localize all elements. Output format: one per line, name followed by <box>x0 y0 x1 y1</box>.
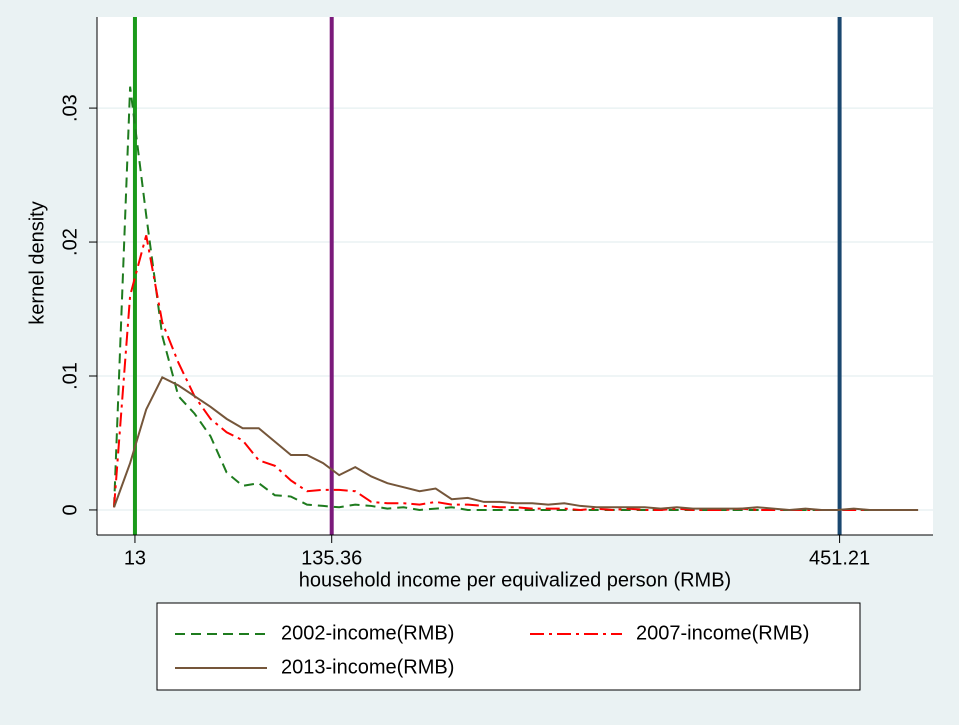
y-axis-title: kernel density <box>26 201 48 324</box>
y-tick-label: 0 <box>59 504 81 515</box>
legend <box>156 602 861 691</box>
y-tick-label: .01 <box>59 362 81 390</box>
x-axis-title: household income per equivalized person … <box>299 569 731 591</box>
x-tick-label: 13 <box>124 547 146 569</box>
x-tick-label: 451.21 <box>809 547 870 569</box>
x-tick-label: 135.36 <box>301 547 362 569</box>
series-line <box>113 375 919 511</box>
legend-label: 2013-income(RMB) <box>281 656 454 678</box>
y-tick-label: .03 <box>59 94 81 122</box>
series-line <box>113 235 919 511</box>
plot-area <box>97 17 933 535</box>
y-tick-label: .02 <box>59 228 81 256</box>
legend-label: 2007-income(RMB) <box>636 622 809 644</box>
legend-label: 2002-income(RMB) <box>281 622 454 644</box>
